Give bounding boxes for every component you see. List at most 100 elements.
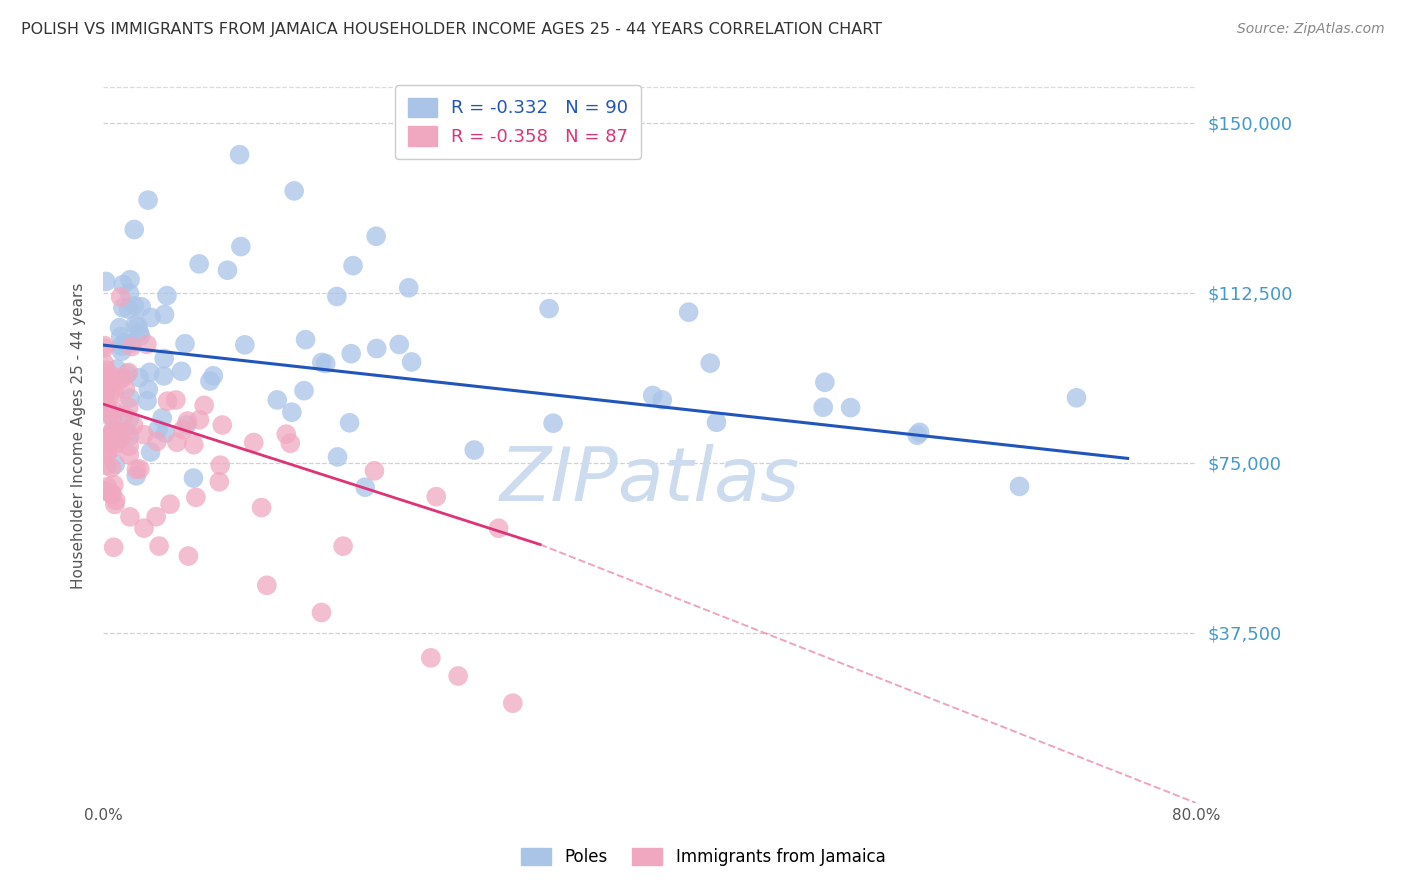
Point: [153, 351, 176, 366]
Point: [103, 421, 125, 435]
Point: [136, 193, 159, 207]
Point: [398, 281, 420, 295]
Point: [183, 471, 205, 485]
Point: [118, 439, 141, 453]
Point: [311, 355, 333, 369]
Point: [111, 277, 134, 292]
Point: [184, 491, 207, 505]
Point: [101, 427, 124, 442]
Point: [117, 366, 139, 380]
Point: [122, 418, 145, 433]
Point: [339, 416, 361, 430]
Point: [276, 427, 298, 442]
Point: [118, 509, 141, 524]
Y-axis label: Householder Income Ages 25 - 44 years: Householder Income Ages 25 - 44 years: [72, 283, 86, 589]
Point: [198, 374, 221, 388]
Point: [342, 259, 364, 273]
Point: [93, 392, 115, 407]
Legend: R = -0.332   N = 90, R = -0.358   N = 87: R = -0.332 N = 90, R = -0.358 N = 87: [395, 85, 641, 159]
Text: Source: ZipAtlas.com: Source: ZipAtlas.com: [1237, 22, 1385, 37]
Point: [104, 493, 127, 508]
Point: [363, 464, 385, 478]
Point: [98, 405, 121, 419]
Point: [388, 337, 411, 351]
Point: [229, 239, 252, 253]
Point: [94, 384, 117, 399]
Point: [103, 387, 125, 401]
Point: [294, 333, 316, 347]
Point: [165, 392, 187, 407]
Point: [96, 445, 118, 459]
Point: [256, 578, 278, 592]
Point: [100, 435, 122, 450]
Point: [177, 549, 200, 563]
Point: [211, 418, 233, 433]
Point: [101, 410, 124, 425]
Point: [122, 222, 145, 236]
Point: [217, 263, 239, 277]
Point: [138, 365, 160, 379]
Point: [283, 184, 305, 198]
Point: [401, 355, 423, 369]
Point: [706, 415, 728, 429]
Point: [100, 460, 122, 475]
Point: [101, 441, 124, 455]
Point: [104, 436, 127, 450]
Point: [209, 458, 232, 473]
Point: [93, 341, 115, 355]
Point: [96, 458, 118, 473]
Point: [93, 369, 115, 384]
Point: [278, 436, 301, 450]
Point: [97, 378, 120, 392]
Point: [111, 301, 134, 315]
Point: [114, 382, 136, 396]
Point: [699, 356, 721, 370]
Point: [326, 450, 349, 464]
Point: [176, 417, 198, 432]
Point: [93, 432, 115, 446]
Point: [124, 318, 146, 332]
Point: [104, 457, 127, 471]
Point: [908, 425, 931, 440]
Point: [103, 477, 125, 491]
Point: [98, 377, 121, 392]
Point: [447, 669, 470, 683]
Point: [93, 384, 115, 398]
Point: [188, 413, 211, 427]
Point: [228, 147, 250, 161]
Point: [148, 539, 170, 553]
Point: [96, 363, 118, 377]
Point: [98, 387, 121, 401]
Point: [1008, 479, 1031, 493]
Point: [281, 405, 304, 419]
Point: [152, 368, 174, 383]
Point: [488, 521, 510, 535]
Point: [96, 370, 118, 384]
Point: [98, 403, 121, 417]
Point: [96, 480, 118, 494]
Point: [93, 448, 115, 462]
Point: [118, 429, 141, 443]
Point: [326, 289, 349, 303]
Point: [93, 366, 115, 380]
Point: [96, 372, 118, 386]
Point: [125, 462, 148, 476]
Point: [110, 339, 132, 353]
Point: [120, 273, 142, 287]
Point: [208, 475, 231, 489]
Point: [139, 310, 162, 325]
Point: [103, 541, 125, 555]
Text: POLISH VS IMMIGRANTS FROM JAMAICA HOUSEHOLDER INCOME AGES 25 - 44 YEARS CORRELAT: POLISH VS IMMIGRANTS FROM JAMAICA HOUSEH…: [21, 22, 882, 37]
Point: [110, 329, 132, 343]
Point: [463, 443, 485, 458]
Point: [172, 423, 194, 437]
Point: [292, 384, 315, 398]
Point: [145, 509, 167, 524]
Point: [202, 368, 225, 383]
Point: [110, 290, 132, 304]
Point: [150, 411, 173, 425]
Point: [813, 401, 835, 415]
Point: [136, 393, 159, 408]
Point: [641, 388, 664, 402]
Point: [104, 497, 127, 511]
